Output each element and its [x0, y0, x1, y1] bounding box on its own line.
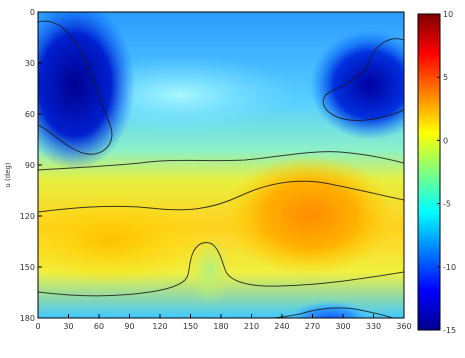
contour-line-lower-band — [38, 241, 404, 297]
x-tick-label: 0 — [35, 322, 40, 331]
colorbar-tick-label: 0 — [443, 136, 448, 145]
colorbar-tick-label: 10 — [443, 10, 453, 19]
y-axis-label: u (deg) — [4, 162, 12, 188]
y-tick-label: 120 — [20, 212, 35, 221]
heatmap-region-upper-left — [38, 12, 135, 170]
colorbar-tick-label: 5 — [443, 73, 448, 82]
heatmap-region-gap — [188, 235, 232, 305]
x-tick-label: 360 — [396, 322, 411, 331]
contour-line-bottom — [269, 307, 395, 318]
x-tick-label: 210 — [244, 322, 259, 331]
x-tick-label: 180 — [213, 322, 228, 331]
colorbar-tick-label: -5 — [443, 200, 451, 209]
x-tick-label: 60 — [94, 322, 104, 331]
heatmap-region-orange-right — [225, 155, 395, 275]
heatmap-region-upper-right — [310, 30, 404, 140]
heatmap-region-yellow-left — [38, 195, 210, 285]
contour-line-upper-right — [322, 38, 404, 121]
contour-line-upper-band — [38, 151, 404, 171]
x-tick-label: 330 — [366, 322, 381, 331]
y-tick-label: 0 — [30, 8, 35, 17]
x-tick-label: 300 — [335, 322, 350, 331]
plot-area — [38, 12, 404, 318]
y-tick-label: 60 — [25, 110, 35, 119]
colorbar — [417, 13, 441, 331]
y-tick-label: 30 — [25, 59, 35, 68]
x-tick-label: 240 — [274, 322, 289, 331]
y-axis: 0 30 60 90 120 150 180 — [20, 8, 42, 323]
y-tick-label: 90 — [25, 161, 35, 170]
y-tick-label: 180 — [20, 314, 35, 323]
contour-line-middle-band — [38, 180, 404, 213]
x-axis: 0 30 60 90 120 150 180 210 240 270 300 330 360 — [35, 314, 412, 331]
colorbar-tick-label: -15 — [443, 326, 456, 335]
x-tick-label: 150 — [183, 322, 198, 331]
x-tick-label: 120 — [152, 322, 167, 331]
x-tick-label: 90 — [124, 322, 134, 331]
y-tick-label: 150 — [20, 263, 35, 272]
x-tick-label: 270 — [305, 322, 320, 331]
x-tick-label: 30 — [63, 322, 73, 331]
colorbar-axis: 10 5 0 -5 -10 -15 — [437, 10, 456, 335]
heatmap-region-bottom-right — [285, 300, 375, 318]
contour-line-upper-left — [38, 20, 113, 155]
colorbar-tick-label: -10 — [443, 263, 456, 272]
